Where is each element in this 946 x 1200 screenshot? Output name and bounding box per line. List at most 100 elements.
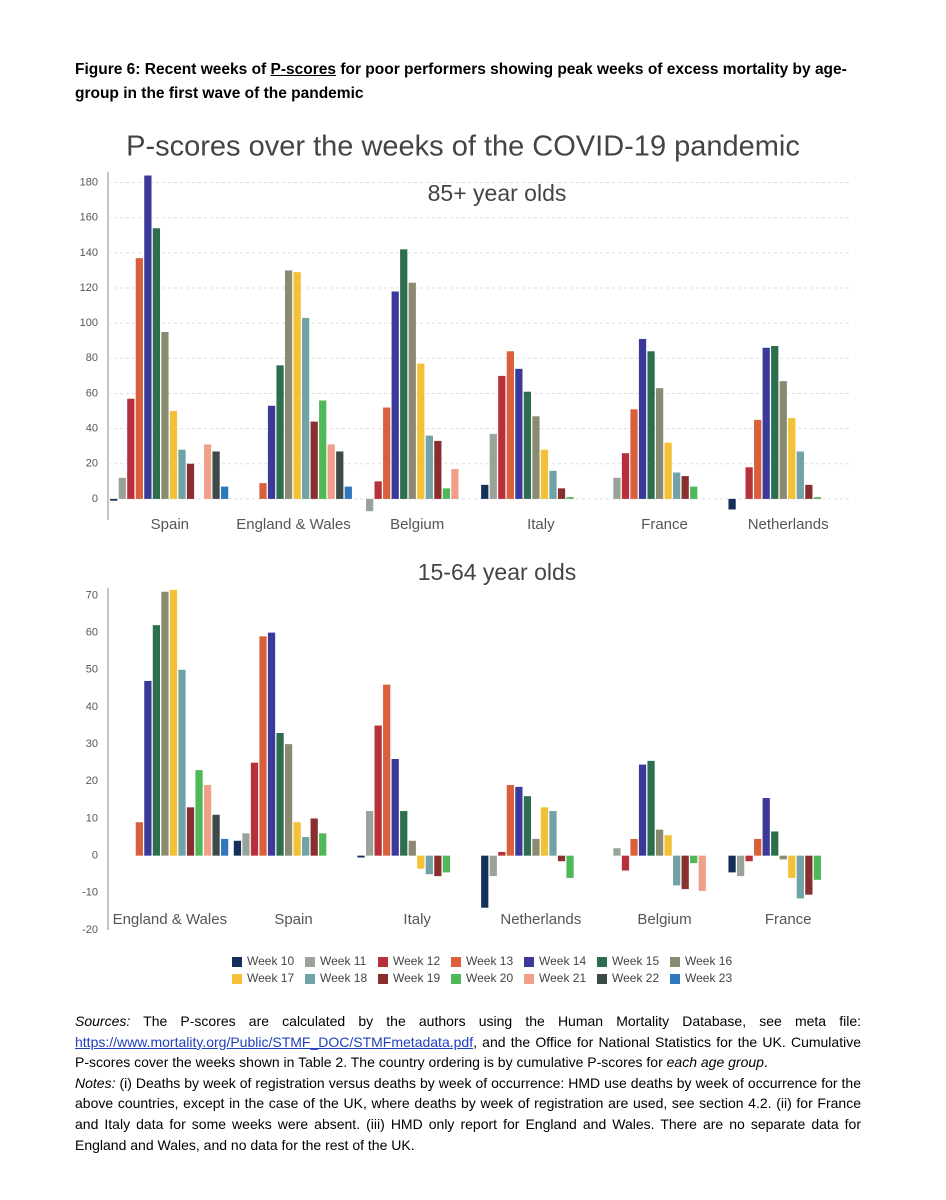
caption-underlined: P-scores — [270, 61, 337, 78]
bar — [515, 786, 523, 856]
bar — [118, 477, 126, 499]
bar — [434, 440, 442, 499]
bar — [690, 486, 698, 499]
x-tick-label: France — [641, 516, 688, 533]
bar — [630, 409, 638, 499]
y-tick-label: 60 — [86, 387, 98, 399]
bar — [242, 833, 250, 856]
bar — [813, 497, 822, 499]
bar — [523, 391, 532, 499]
y-tick-label: 180 — [80, 176, 98, 188]
bar — [408, 840, 416, 856]
bar — [178, 669, 186, 856]
legend-swatch — [670, 974, 680, 984]
bar — [293, 822, 301, 856]
legend-label: Week 17 — [247, 971, 294, 985]
bar — [745, 467, 753, 499]
bar — [259, 483, 267, 499]
bar — [540, 807, 549, 856]
chart-subtitle: 15-64 year olds — [418, 559, 577, 585]
bar — [221, 838, 229, 856]
bar — [647, 351, 655, 499]
bar — [549, 470, 557, 499]
bar — [566, 497, 574, 499]
bar — [127, 398, 135, 499]
bar — [391, 291, 399, 499]
bar — [613, 477, 621, 499]
bar — [408, 282, 416, 499]
bar — [233, 840, 242, 856]
bar — [169, 411, 178, 499]
bar — [728, 498, 736, 510]
bar — [754, 419, 762, 499]
chart-title: P-scores over the weeks of the COVID-19 … — [126, 131, 800, 163]
x-tick-label: England & Wales — [236, 516, 351, 533]
x-tick-label: Italy — [403, 911, 431, 928]
y-tick-label: 50 — [86, 664, 98, 676]
sources-text: . — [763, 1054, 768, 1071]
bar — [374, 481, 382, 499]
legend-label: Week 18 — [320, 971, 367, 985]
bar — [212, 451, 220, 499]
bar — [532, 416, 540, 499]
bar — [302, 317, 310, 499]
bar — [319, 400, 327, 499]
bar — [400, 811, 408, 856]
bar — [259, 636, 267, 856]
y-tick-label: 140 — [80, 247, 98, 259]
caption-text: Figure 6: Recent weeks of — [75, 61, 271, 78]
bar — [681, 855, 689, 890]
y-tick-label: 120 — [80, 282, 98, 294]
x-tick-label: Italy — [527, 516, 555, 533]
bar — [788, 418, 796, 499]
notes-label: Notes: — [75, 1074, 116, 1091]
bar — [135, 258, 143, 499]
bar — [442, 488, 451, 499]
bar — [498, 375, 506, 499]
sources-link[interactable]: https://www.mortality.org/Public/STMF_DO… — [75, 1033, 474, 1050]
bar — [698, 855, 706, 891]
bar — [557, 855, 566, 862]
bar — [267, 405, 276, 499]
bar — [344, 486, 352, 499]
chart-subtitle: 85+ year olds — [428, 180, 567, 206]
bar — [796, 855, 804, 899]
chart: P-scores over the weeks of the COVID-19 … — [80, 131, 850, 985]
x-tick-label: England & Wales — [113, 911, 228, 928]
y-tick-label: -20 — [82, 924, 98, 936]
legend-label: Week 15 — [612, 954, 659, 968]
bar — [540, 449, 549, 499]
bar — [557, 488, 566, 499]
bar — [728, 855, 736, 873]
bar — [796, 451, 804, 499]
bar — [417, 363, 425, 499]
bar — [284, 744, 293, 856]
legend-label: Week 12 — [393, 954, 440, 968]
bar — [630, 838, 638, 856]
y-tick-label: 100 — [80, 317, 98, 329]
y-tick-label: 60 — [86, 627, 98, 639]
y-tick-label: 40 — [86, 423, 98, 435]
legend-label: Week 22 — [612, 971, 659, 985]
legend-swatch — [305, 974, 315, 984]
bar — [805, 855, 813, 895]
bar — [365, 811, 374, 856]
x-tick-label: Spain — [274, 911, 312, 928]
bar — [613, 848, 621, 856]
legend-label: Week 14 — [539, 954, 586, 968]
bar — [523, 796, 532, 856]
legend-swatch — [524, 974, 534, 984]
bar — [391, 759, 399, 856]
bar — [664, 442, 672, 499]
legend-swatch — [232, 957, 242, 967]
bar — [434, 855, 442, 877]
bar — [267, 632, 276, 856]
notes: Notes: (i) Deaths by week of registratio… — [75, 1073, 861, 1155]
figure-caption: Figure 6: Recent weeks of P-scores for p… — [75, 58, 875, 106]
bar — [144, 680, 152, 856]
bar — [110, 498, 118, 501]
bar — [638, 338, 647, 499]
bar — [532, 838, 540, 856]
legend-swatch — [378, 974, 388, 984]
